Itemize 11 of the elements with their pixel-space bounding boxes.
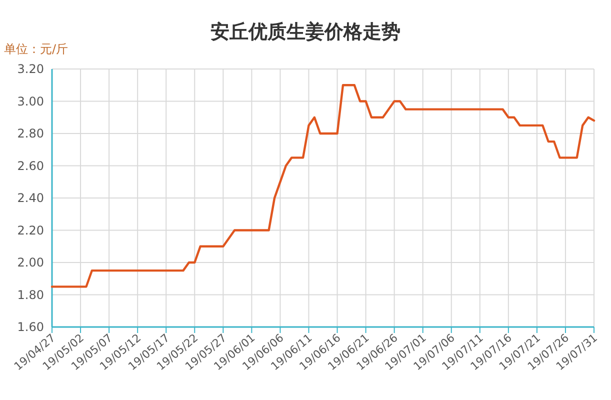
- y-tick-label: 2.60: [17, 158, 44, 173]
- y-tick-label: 1.80: [17, 288, 44, 302]
- y-axis-title: 单位：元/斤: [4, 42, 68, 56]
- y-tick-label: 3.20: [17, 62, 44, 76]
- y-tick-label: 2.40: [17, 191, 44, 205]
- y-tick-label: 2.20: [17, 223, 44, 238]
- y-tick-label: 3.00: [17, 94, 44, 108]
- y-tick-label: 2.00: [17, 256, 44, 270]
- chart-title: 安丘优质生姜价格走势: [210, 21, 400, 43]
- y-tick-label: 2.80: [17, 126, 44, 140]
- y-tick-label: 1.60: [17, 320, 44, 334]
